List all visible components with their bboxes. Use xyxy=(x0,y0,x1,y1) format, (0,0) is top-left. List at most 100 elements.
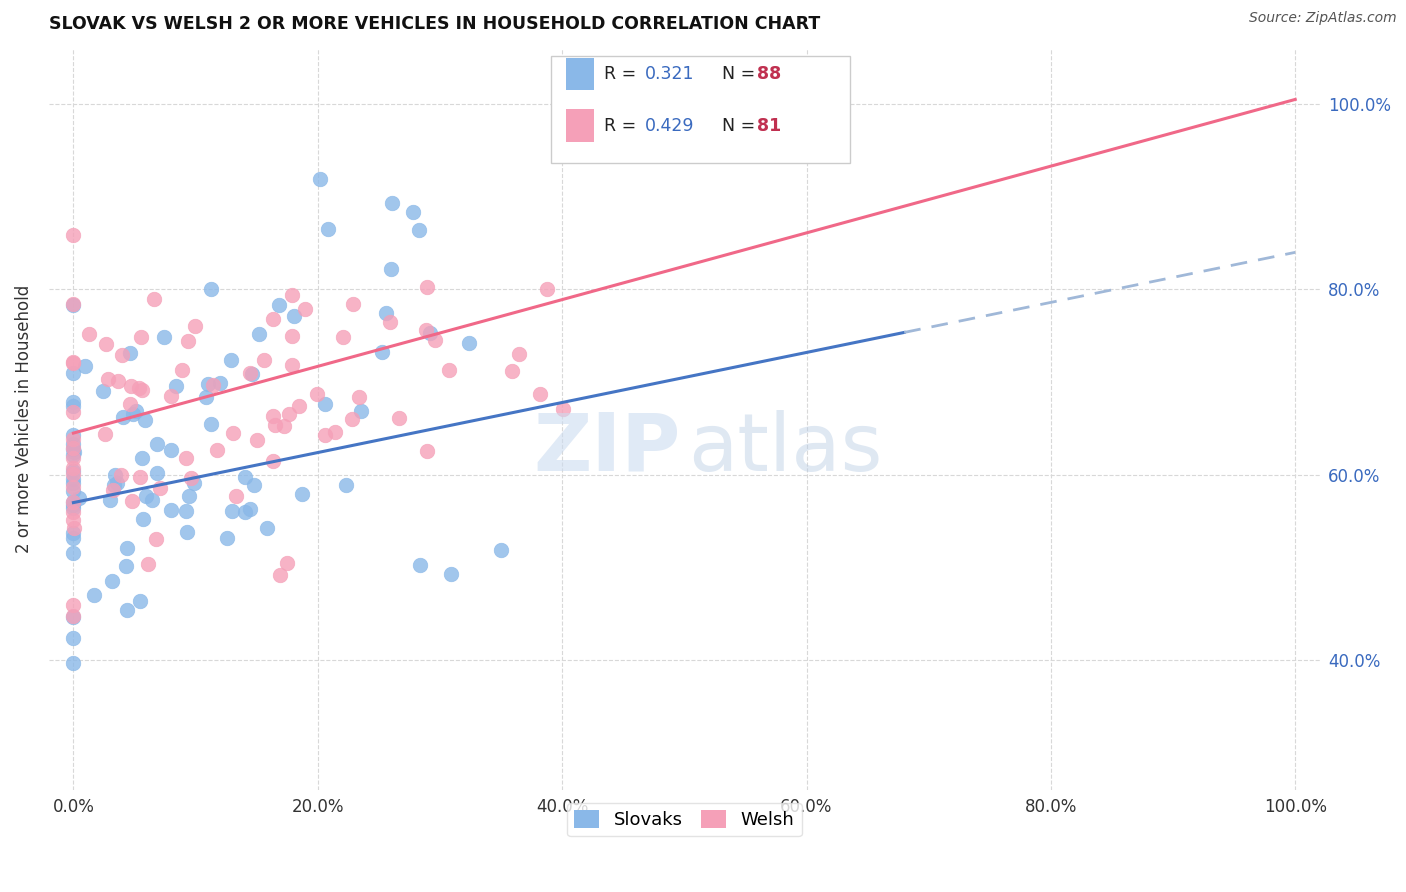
Point xyxy=(62,475,84,490)
Point xyxy=(174,451,197,466)
Point xyxy=(62,461,84,475)
Text: 81: 81 xyxy=(756,117,780,135)
Point xyxy=(233,505,256,519)
Point xyxy=(246,434,269,448)
Point xyxy=(62,484,84,499)
Point xyxy=(374,306,396,320)
Point xyxy=(409,558,432,573)
FancyBboxPatch shape xyxy=(567,58,595,90)
Point xyxy=(111,410,134,425)
Point xyxy=(536,282,558,296)
Point xyxy=(242,368,264,382)
Text: 0.429: 0.429 xyxy=(645,117,695,135)
Point xyxy=(94,337,117,351)
Point xyxy=(62,298,84,312)
Point xyxy=(107,374,129,388)
Point xyxy=(118,397,141,411)
Point xyxy=(371,344,394,359)
Point xyxy=(309,172,332,186)
Point xyxy=(323,425,346,439)
Point xyxy=(62,399,84,413)
Point xyxy=(239,502,262,516)
Point xyxy=(131,383,153,397)
Point xyxy=(62,513,84,527)
Point xyxy=(200,282,222,296)
Point xyxy=(335,477,357,491)
Point xyxy=(62,608,84,623)
Point xyxy=(256,521,278,535)
Point xyxy=(62,495,84,509)
Point xyxy=(415,323,437,337)
Point xyxy=(437,363,460,377)
Point xyxy=(62,598,84,612)
Point xyxy=(281,359,304,373)
Point xyxy=(62,546,84,560)
Point xyxy=(62,501,84,516)
Point xyxy=(103,483,125,498)
Point xyxy=(121,407,143,421)
Point xyxy=(159,389,181,403)
Point xyxy=(134,413,156,427)
Text: R =: R = xyxy=(605,117,637,135)
Text: 88: 88 xyxy=(756,65,780,83)
Point xyxy=(62,480,84,494)
Point xyxy=(194,390,217,404)
Text: Source: ZipAtlas.com: Source: ZipAtlas.com xyxy=(1249,11,1396,25)
Point xyxy=(529,387,551,401)
Point xyxy=(110,467,132,482)
Point xyxy=(219,353,242,368)
Point xyxy=(243,478,266,492)
Point xyxy=(62,355,84,369)
Text: N =: N = xyxy=(723,117,755,135)
Point xyxy=(100,574,122,588)
Point xyxy=(104,468,127,483)
Point xyxy=(62,526,84,541)
Point xyxy=(508,347,530,361)
Point xyxy=(98,492,121,507)
Point xyxy=(217,531,239,545)
Y-axis label: 2 or more Vehicles in Household: 2 or more Vehicles in Household xyxy=(15,285,32,553)
Point xyxy=(294,302,316,317)
Point xyxy=(184,319,207,334)
Point xyxy=(62,405,84,419)
Point xyxy=(276,556,298,570)
Point xyxy=(62,610,84,624)
Point xyxy=(267,298,290,312)
Point xyxy=(62,521,84,535)
Point xyxy=(94,427,117,442)
Point xyxy=(197,376,219,391)
Point xyxy=(160,503,183,517)
Point xyxy=(388,410,411,425)
Point xyxy=(347,391,370,405)
FancyBboxPatch shape xyxy=(567,109,595,142)
Point xyxy=(62,472,84,486)
Text: ZIP: ZIP xyxy=(533,409,681,488)
Point xyxy=(128,381,150,395)
Point xyxy=(180,471,202,485)
Point xyxy=(131,330,153,344)
Point xyxy=(62,656,84,670)
Point xyxy=(273,419,295,434)
Point xyxy=(145,437,167,451)
Point xyxy=(342,297,364,311)
Point xyxy=(380,196,402,211)
Point xyxy=(415,279,437,293)
Point xyxy=(291,487,314,501)
Point xyxy=(262,453,284,467)
Text: atlas: atlas xyxy=(688,409,883,488)
Point xyxy=(176,525,198,540)
Point xyxy=(225,489,247,503)
Point xyxy=(111,347,134,361)
Point xyxy=(62,366,84,380)
Point xyxy=(264,417,287,432)
Point xyxy=(177,334,200,349)
Point xyxy=(143,292,166,306)
Point xyxy=(118,346,141,360)
Point xyxy=(124,404,146,418)
Point xyxy=(262,409,284,424)
Point xyxy=(146,466,169,480)
Point xyxy=(233,470,256,484)
Point xyxy=(62,448,84,462)
Point xyxy=(153,330,176,344)
Point xyxy=(62,395,84,409)
